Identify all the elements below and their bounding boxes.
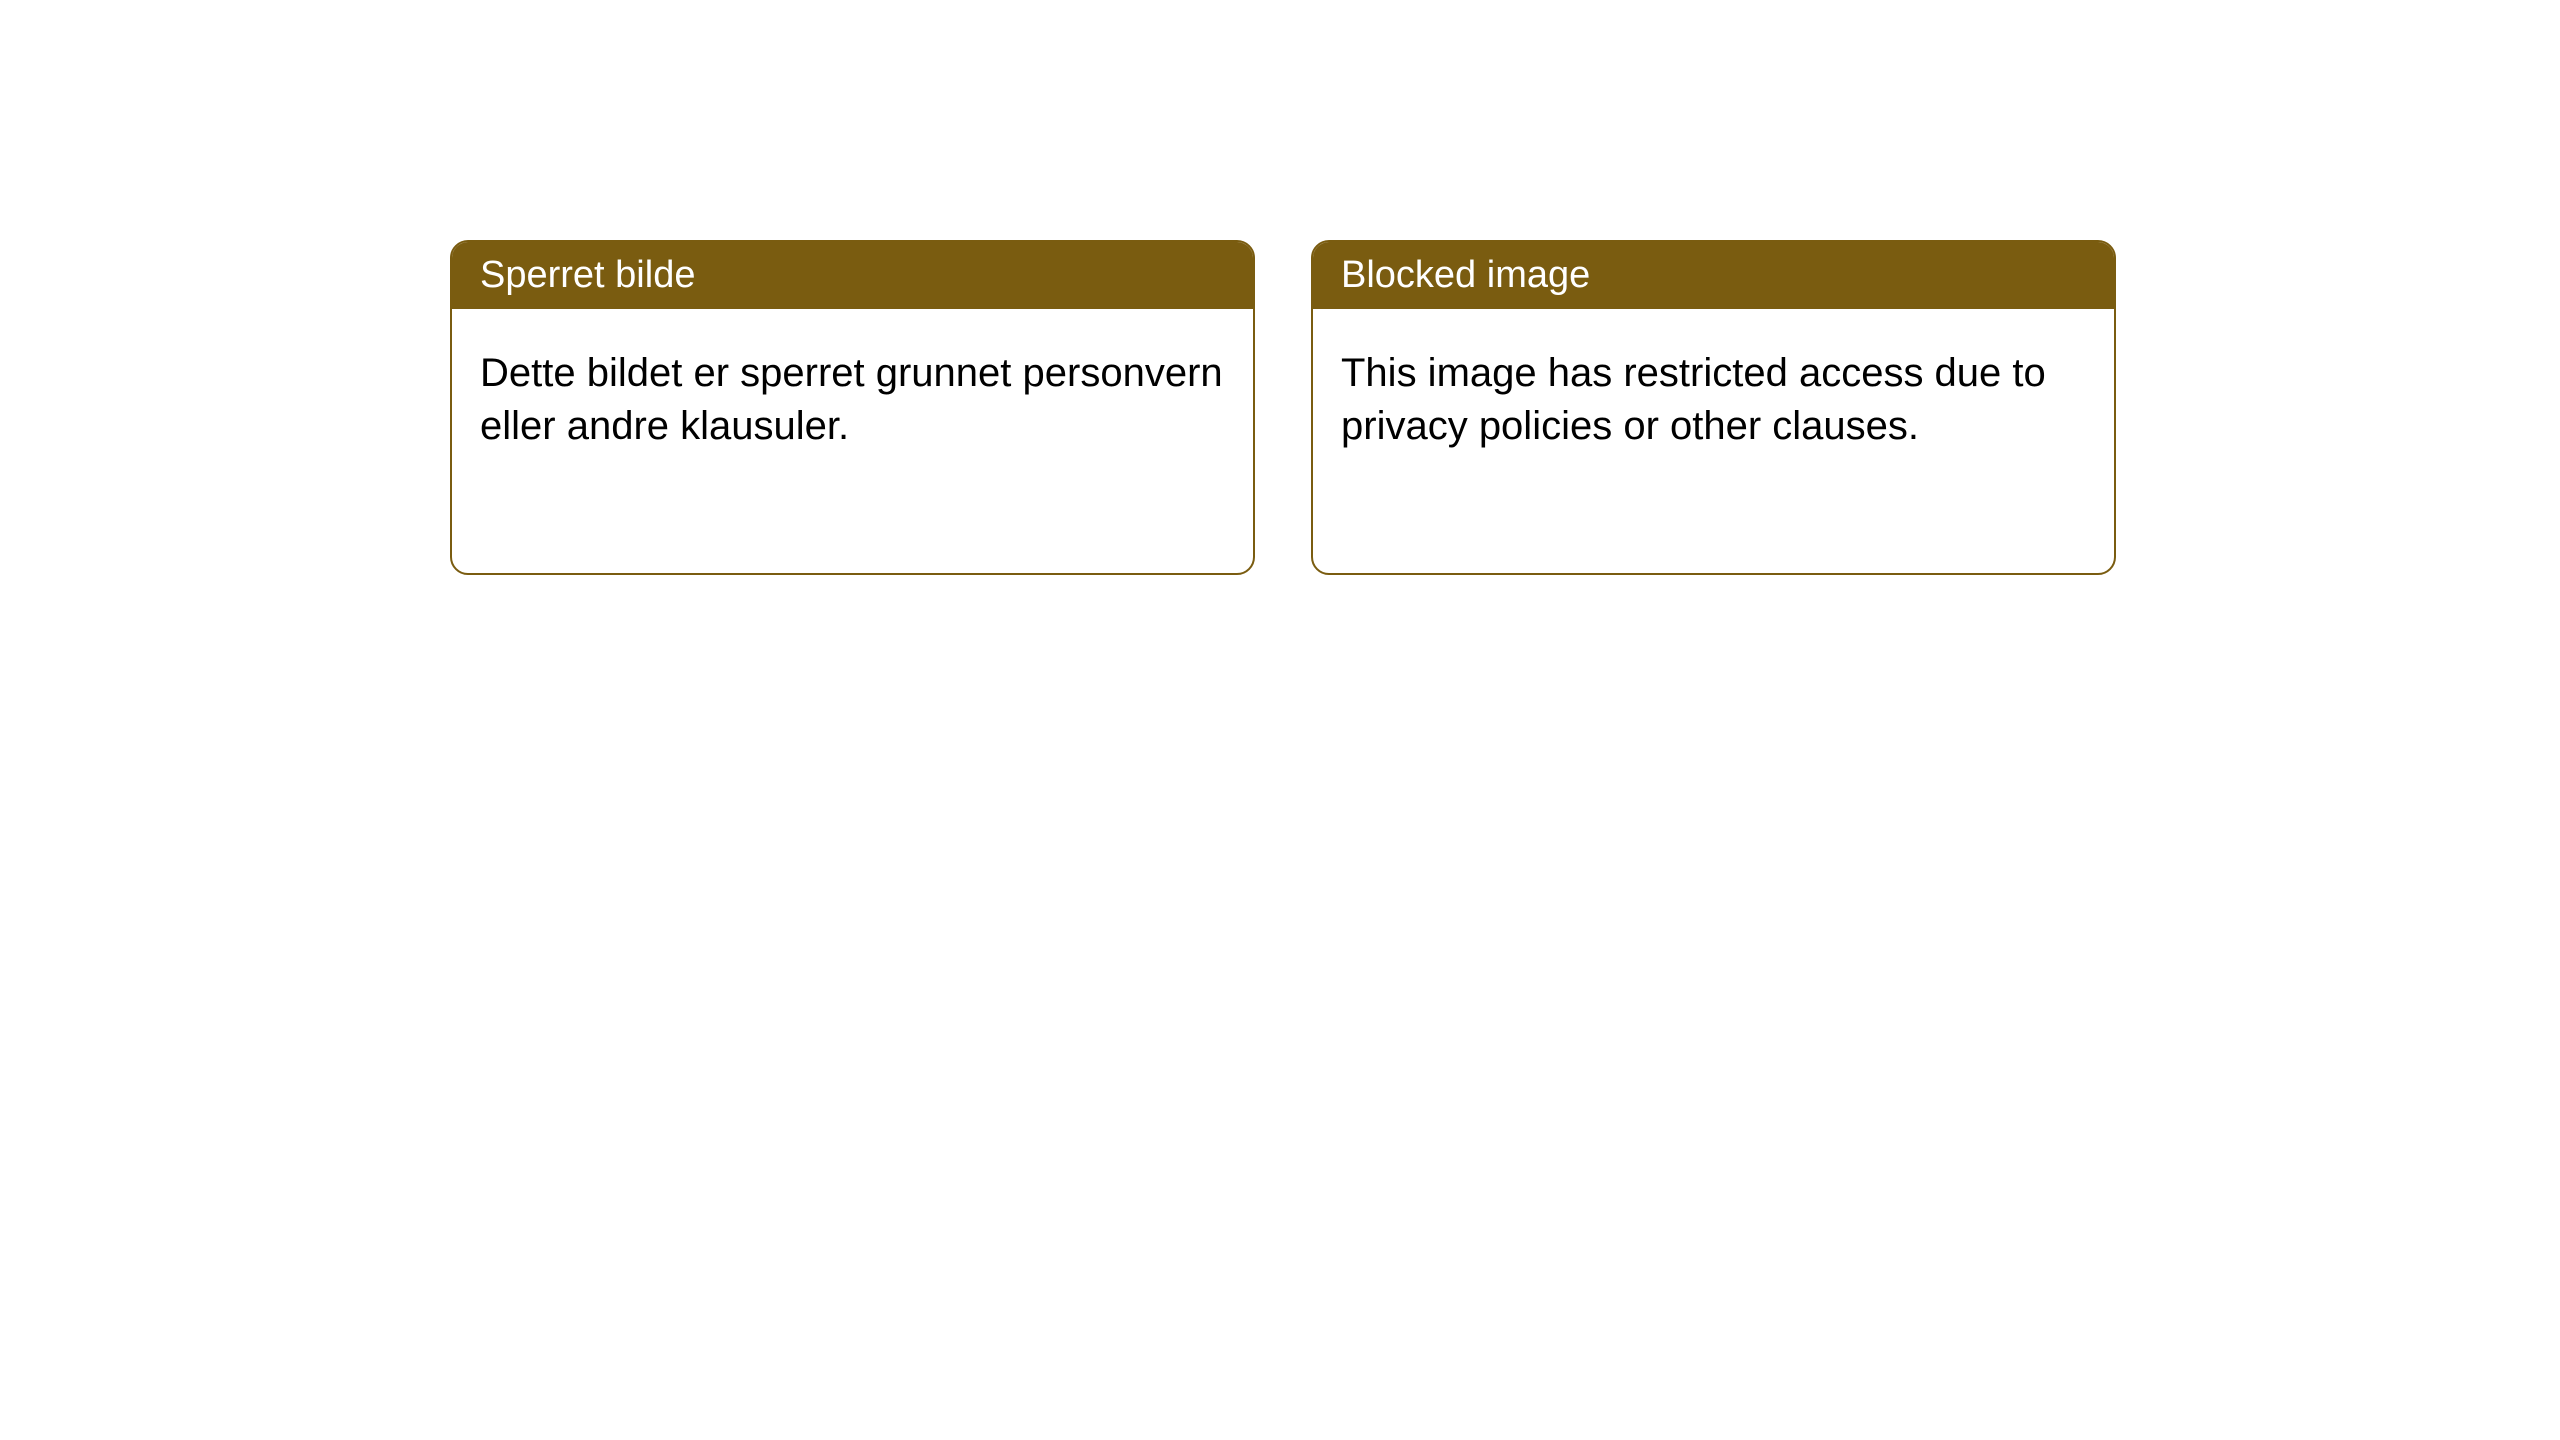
blocked-image-card-norwegian: Sperret bilde Dette bildet er sperret gr… [450, 240, 1255, 575]
card-title: Blocked image [1313, 242, 2114, 309]
card-body-text: This image has restricted access due to … [1313, 309, 2114, 491]
notice-container: Sperret bilde Dette bildet er sperret gr… [0, 0, 2560, 575]
blocked-image-card-english: Blocked image This image has restricted … [1311, 240, 2116, 575]
card-body-text: Dette bildet er sperret grunnet personve… [452, 309, 1253, 491]
card-title: Sperret bilde [452, 242, 1253, 309]
